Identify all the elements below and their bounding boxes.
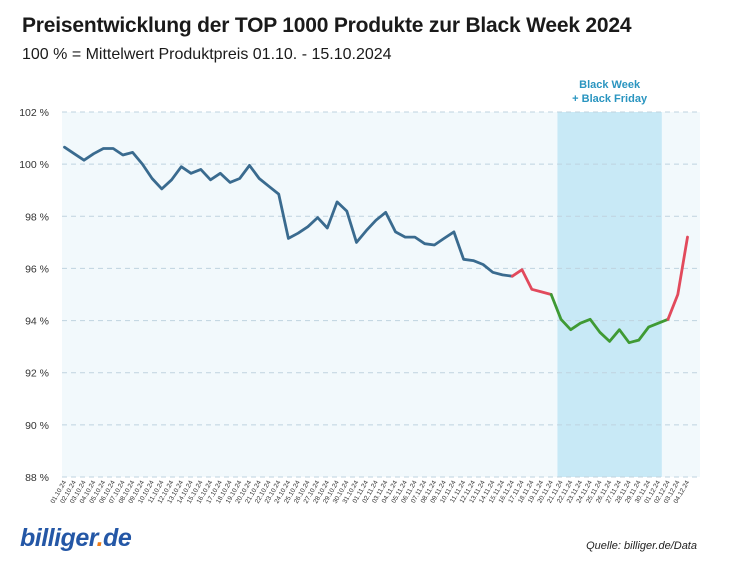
series-line-price-increase — [666, 235, 689, 321]
data-point — [307, 226, 309, 228]
y-tick-label: 98 % — [25, 211, 49, 223]
highlight-label-line1: Black Week — [579, 79, 641, 91]
chart-title: Preisentwicklung der TOP 1000 Produkte z… — [22, 14, 632, 37]
data-point — [365, 229, 367, 231]
data-point — [200, 168, 202, 170]
data-point — [511, 275, 513, 277]
data-point — [346, 210, 348, 212]
data-point — [209, 179, 211, 181]
data-point — [268, 185, 270, 187]
data-point — [482, 263, 484, 265]
data-point — [647, 326, 649, 328]
data-point — [599, 331, 601, 333]
data-point — [278, 193, 280, 195]
data-point — [492, 271, 494, 273]
data-point — [151, 177, 153, 179]
data-point — [501, 274, 503, 276]
y-tick-label: 96 % — [25, 263, 49, 275]
data-point — [560, 318, 562, 320]
series-line-price-increase — [510, 268, 553, 296]
data-point — [638, 339, 640, 341]
data-point — [83, 159, 85, 161]
billiger-logo: billiger.de — [20, 524, 132, 552]
x-axis-ticks: 01.10.2402.10.2403.10.2404.10.2405.10.24… — [50, 479, 692, 505]
data-point — [540, 291, 542, 293]
data-point — [404, 236, 406, 238]
data-point — [219, 172, 221, 174]
y-tick-label: 94 % — [25, 316, 49, 328]
data-point — [385, 211, 387, 213]
data-point — [112, 147, 114, 149]
highlight-band — [557, 112, 662, 477]
data-point — [657, 322, 659, 324]
data-point — [190, 172, 192, 174]
chart-subtitle: 100 % = Mittelwert Produktpreis 01.10. -… — [22, 46, 392, 63]
data-point — [258, 177, 260, 179]
data-point — [433, 244, 435, 246]
highlight-label-line2: + Black Friday — [572, 93, 648, 105]
data-point — [462, 258, 464, 260]
data-point — [229, 181, 231, 183]
data-point — [443, 237, 445, 239]
price-line — [63, 145, 689, 345]
data-point — [355, 241, 357, 243]
data-point — [608, 340, 610, 342]
data-point — [326, 227, 328, 229]
y-tick-label: 92 % — [25, 368, 49, 380]
data-point — [677, 293, 679, 295]
data-point — [570, 329, 572, 331]
data-point — [521, 269, 523, 271]
data-point — [239, 177, 241, 179]
data-point — [248, 164, 250, 166]
data-point — [394, 231, 396, 233]
data-point — [122, 154, 124, 156]
data-point — [618, 329, 620, 331]
black-week-highlight: Black Week + Black Friday — [557, 79, 662, 477]
data-point — [414, 236, 416, 238]
y-axis-ticks: 88 % 90 % 92 % 94 % 96 % 98 % 100 % 102 % — [19, 107, 49, 484]
data-point — [686, 236, 688, 238]
data-point — [287, 237, 289, 239]
data-point — [180, 166, 182, 168]
data-point — [336, 201, 338, 203]
data-point — [628, 342, 630, 344]
data-point — [453, 231, 455, 233]
y-tick-label: 102 % — [19, 107, 49, 119]
data-point — [531, 288, 533, 290]
y-tick-label: 100 % — [19, 159, 49, 171]
data-point — [589, 318, 591, 320]
data-point — [667, 318, 669, 320]
y-tick-label: 88 % — [25, 472, 49, 484]
data-point — [375, 219, 377, 221]
data-point — [63, 146, 65, 148]
data-point — [316, 216, 318, 218]
data-point — [161, 188, 163, 190]
y-tick-label: 90 % — [25, 420, 49, 432]
data-point — [297, 232, 299, 234]
data-point — [102, 147, 104, 149]
source-note: Quelle: billiger.de/Data — [586, 540, 697, 552]
series-line-normal — [63, 145, 514, 278]
data-point — [579, 322, 581, 324]
data-point — [131, 151, 133, 153]
data-point — [424, 243, 426, 245]
data-point — [472, 259, 474, 261]
data-point — [93, 153, 95, 155]
data-point — [73, 153, 75, 155]
data-point — [141, 163, 143, 165]
series-line-black-week — [549, 293, 670, 345]
data-point — [170, 179, 172, 181]
data-point — [550, 293, 552, 295]
